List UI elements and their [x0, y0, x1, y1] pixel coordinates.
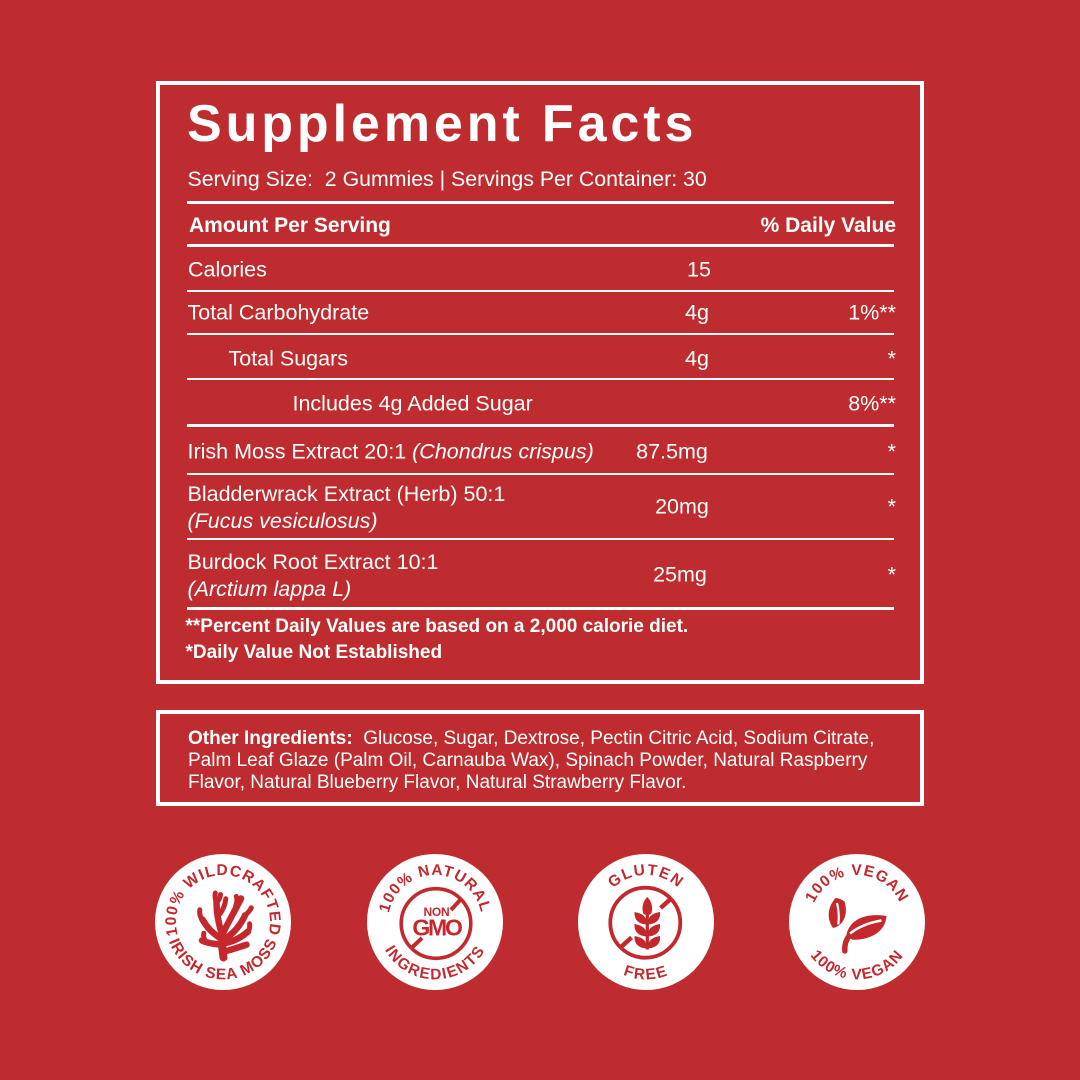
svg-text:FREE: FREE — [621, 962, 670, 983]
svg-text:GMO: GMO — [412, 915, 462, 941]
svg-text:NON: NON — [423, 905, 449, 919]
